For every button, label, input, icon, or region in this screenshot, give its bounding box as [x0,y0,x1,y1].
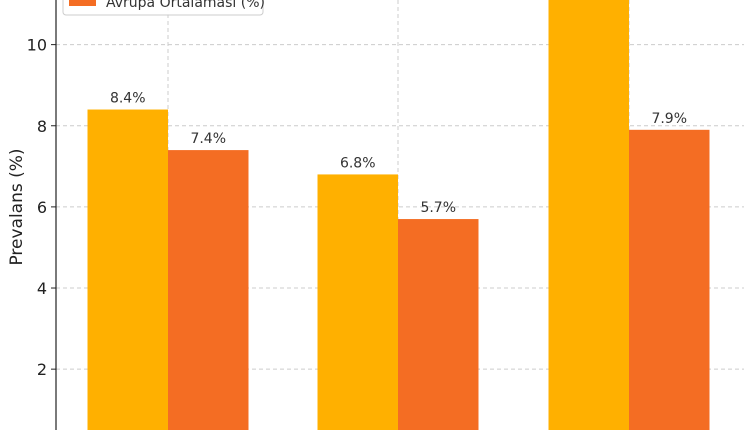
bar-series-1-1 [87,109,168,430]
y-axis-title: Prevalans (%) [7,148,27,265]
bars-layer [87,0,710,430]
bar-series-1-3 [548,0,629,430]
bar-data-label: 7.9% [651,111,687,127]
y-tick-label: 6 [37,198,47,217]
bar-series-1-2 [317,174,398,430]
bar-series-2-2 [398,219,479,430]
legend-swatch [69,0,96,6]
legend-label: Avrupa Ortalaması (%) [106,0,265,11]
legend: Avrupa Ortalaması (%) [62,0,265,16]
bar-data-label: 5.7% [420,200,456,216]
y-tick-label: 8 [37,117,47,136]
bar-data-label: 6.8% [340,155,376,171]
bar-data-label: 7.4% [190,131,226,147]
bar-series-2-3 [629,129,710,430]
legend-box [62,0,264,16]
data-labels-layer: 8.4% 6.8% 7.4% 5.7% 7.9% [110,91,687,217]
y-tick-label: 10 [27,36,47,55]
y-tick-label: 4 [37,279,47,298]
bar-series-2-1 [168,150,249,430]
y-tick-label: 2 [37,360,47,379]
bar-data-label: 8.4% [110,91,146,107]
axis-layer: 2 4 6 8 10 [27,0,57,430]
